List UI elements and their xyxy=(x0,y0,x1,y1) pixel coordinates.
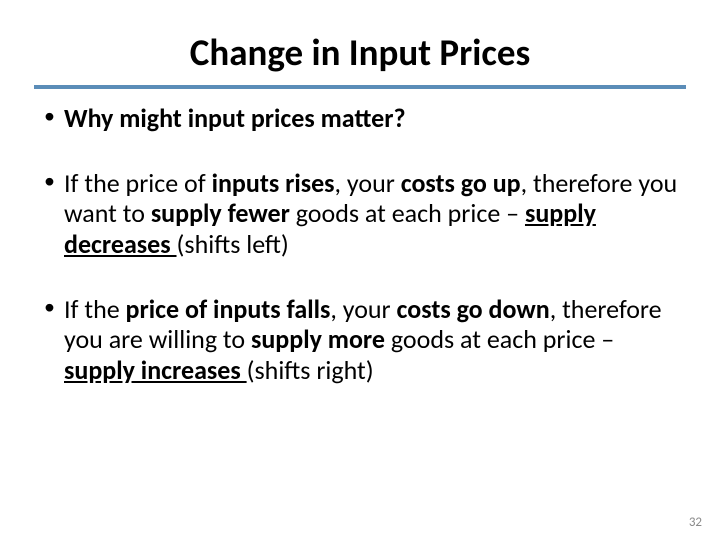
bullet-item-2: If the price of inputs rises, your costs… xyxy=(40,168,680,260)
b3-t5: (shifts right) xyxy=(247,354,374,386)
b3-supply-increases: supply increases xyxy=(64,354,247,386)
b2-supply-fewer: supply fewer xyxy=(151,197,296,229)
bullet-list: Why might input prices matter? If the pr… xyxy=(40,103,680,386)
b2-inputs-rises: inputs rises xyxy=(212,167,335,199)
b2-costs-up: costs go up xyxy=(401,167,521,199)
title-divider xyxy=(34,85,686,89)
b3-t1: If the xyxy=(64,293,126,325)
bullet-item-1: Why might input prices matter? xyxy=(40,103,680,134)
b2-t1: If the price of xyxy=(64,167,212,199)
b2-t2: , your xyxy=(335,167,401,199)
slide-title: Change in Input Prices xyxy=(34,30,686,75)
b3-t2: , your xyxy=(330,293,396,325)
bullet-1-text: Why might input prices matter? xyxy=(64,102,406,134)
b3-inputs-falls: price of inputs falls xyxy=(126,293,331,325)
slide-content: Why might input prices matter? If the pr… xyxy=(34,103,686,386)
page-number: 32 xyxy=(689,515,702,530)
b3-t4: goods at each price – xyxy=(391,323,614,355)
b2-t4: goods at each price – xyxy=(296,197,525,229)
b2-t5: (shifts left) xyxy=(177,228,289,260)
bullet-item-3: If the price of inputs falls, your costs… xyxy=(40,294,680,386)
slide: Change in Input Prices Why might input p… xyxy=(0,0,720,540)
b3-supply-more: supply more xyxy=(251,323,391,355)
b3-costs-down: costs go down xyxy=(397,293,550,325)
